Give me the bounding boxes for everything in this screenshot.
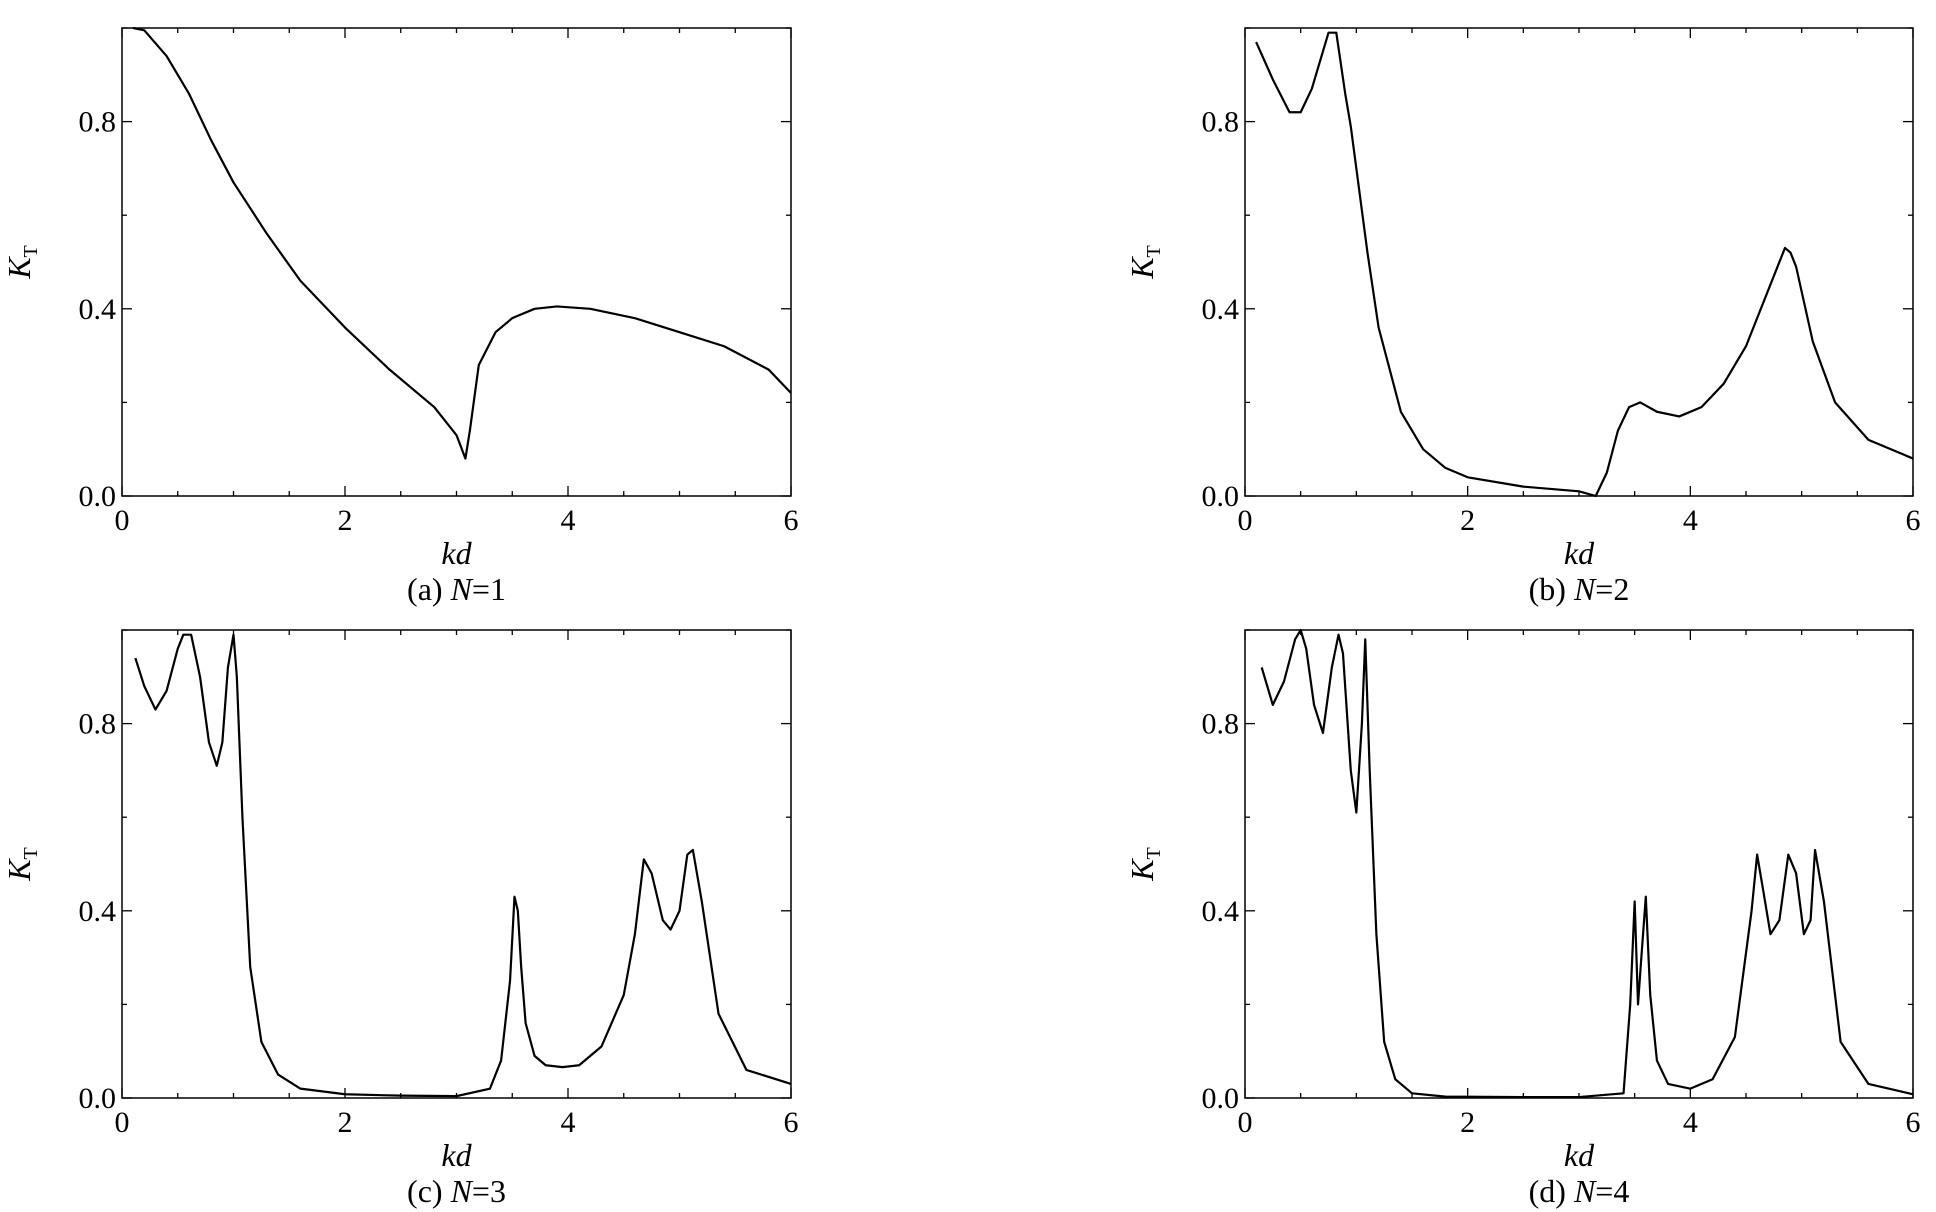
- x-axis-label: kd: [441, 535, 472, 571]
- y-axis-label: KT: [1, 847, 42, 882]
- x-axis-label: kd: [441, 1137, 472, 1173]
- y-tick-label: 0.8: [79, 106, 117, 139]
- y-tick-label: 0.8: [79, 708, 117, 741]
- y-tick-label: 0.4: [79, 293, 117, 326]
- y-tick-label: 0.0: [1202, 1082, 1240, 1115]
- series-line-d-0: [1260, 628, 1914, 1099]
- y-tick-label: 0.0: [79, 480, 117, 513]
- y-axis-label-subscript: T: [20, 245, 42, 257]
- x-axis-label: kd: [1564, 1137, 1595, 1173]
- panel-caption: (d) N=4: [1529, 1173, 1630, 1209]
- x-tick-label: 4: [561, 1106, 576, 1139]
- caption-suffix: =4: [1595, 1173, 1629, 1209]
- y-axis-label: KT: [1124, 847, 1165, 882]
- y-axis-label: KT: [1, 245, 42, 280]
- series-line-a-0: [132, 26, 792, 460]
- y-axis-label-main: K: [1124, 256, 1160, 280]
- y-tick-label: 0.8: [1202, 106, 1240, 139]
- panel-caption: (c) N=3: [407, 1173, 506, 1209]
- x-tick-label: 2: [338, 504, 353, 537]
- caption-variable: N: [450, 571, 474, 607]
- series-line-b-0: [1255, 31, 1914, 498]
- x-axis-label: kd: [1564, 535, 1595, 571]
- x-tick-label: 2: [338, 1106, 353, 1139]
- caption-prefix: (a): [407, 571, 451, 607]
- y-axis-label: KT: [1124, 245, 1165, 280]
- y-axis-label-main: K: [1, 858, 37, 882]
- chart-panel-d: 0 2 4 6 0.0 0.4 0.8 kd KT (d) N=4: [1124, 628, 1921, 1209]
- y-axis-label-subscript: T: [1143, 847, 1165, 859]
- caption-prefix: (d): [1529, 1173, 1574, 1209]
- x-tick-label: 6: [1906, 1106, 1921, 1139]
- caption-suffix: =1: [472, 571, 506, 607]
- x-tick-label: 0: [115, 1106, 130, 1139]
- plot-frame-c: [121, 629, 792, 1099]
- y-tick-label: 0.0: [1202, 480, 1240, 513]
- chart-panel-b: 0 2 4 6 0.0 0.4 0.8 kd KT (b) N=2: [1124, 27, 1921, 607]
- x-tick-label: 0: [115, 504, 130, 537]
- y-tick-label: 0.4: [1202, 895, 1240, 928]
- x-tick-label: 2: [1460, 1106, 1475, 1139]
- x-tick-label: 6: [1906, 504, 1921, 537]
- caption-variable: N: [450, 1173, 474, 1209]
- caption-suffix: =3: [472, 1173, 506, 1209]
- series-line-c-0: [134, 633, 792, 1098]
- x-tick-label: 0: [1238, 504, 1253, 537]
- caption-prefix: (c): [407, 1173, 451, 1209]
- chart-panel-c: 0 2 4 6 0.0 0.4 0.8 kd KT (c) N=3: [1, 629, 799, 1209]
- x-tick-label: 4: [1683, 504, 1698, 537]
- y-tick-label: 0.4: [1202, 293, 1240, 326]
- x-tick-label: 0: [1238, 1106, 1253, 1139]
- chart-panel-a: 0 2 4 6 0.0 0.4 0.8 kd KT (a) N=1: [1, 26, 799, 607]
- caption-suffix: =2: [1595, 571, 1629, 607]
- y-axis-label-main: K: [1124, 858, 1160, 882]
- x-tick-label: 6: [784, 1106, 799, 1139]
- x-tick-label: 2: [1460, 504, 1475, 537]
- caption-variable: N: [1573, 1173, 1597, 1209]
- y-tick-label: 0.4: [79, 895, 117, 928]
- caption-prefix: (b): [1529, 571, 1574, 607]
- x-tick-label: 4: [561, 504, 576, 537]
- caption-variable: N: [1573, 571, 1597, 607]
- panel-caption: (b) N=2: [1529, 571, 1630, 607]
- y-tick-label: 0.0: [79, 1082, 117, 1115]
- y-tick-label: 0.8: [1202, 708, 1240, 741]
- y-axis-label-subscript: T: [20, 847, 42, 859]
- y-axis-label-subscript: T: [1143, 245, 1165, 257]
- panel-caption: (a) N=1: [407, 571, 506, 607]
- y-axis-label-main: K: [1, 256, 37, 280]
- plot-frame-a: [121, 27, 792, 497]
- x-tick-label: 4: [1683, 1106, 1698, 1139]
- x-tick-label: 6: [784, 504, 799, 537]
